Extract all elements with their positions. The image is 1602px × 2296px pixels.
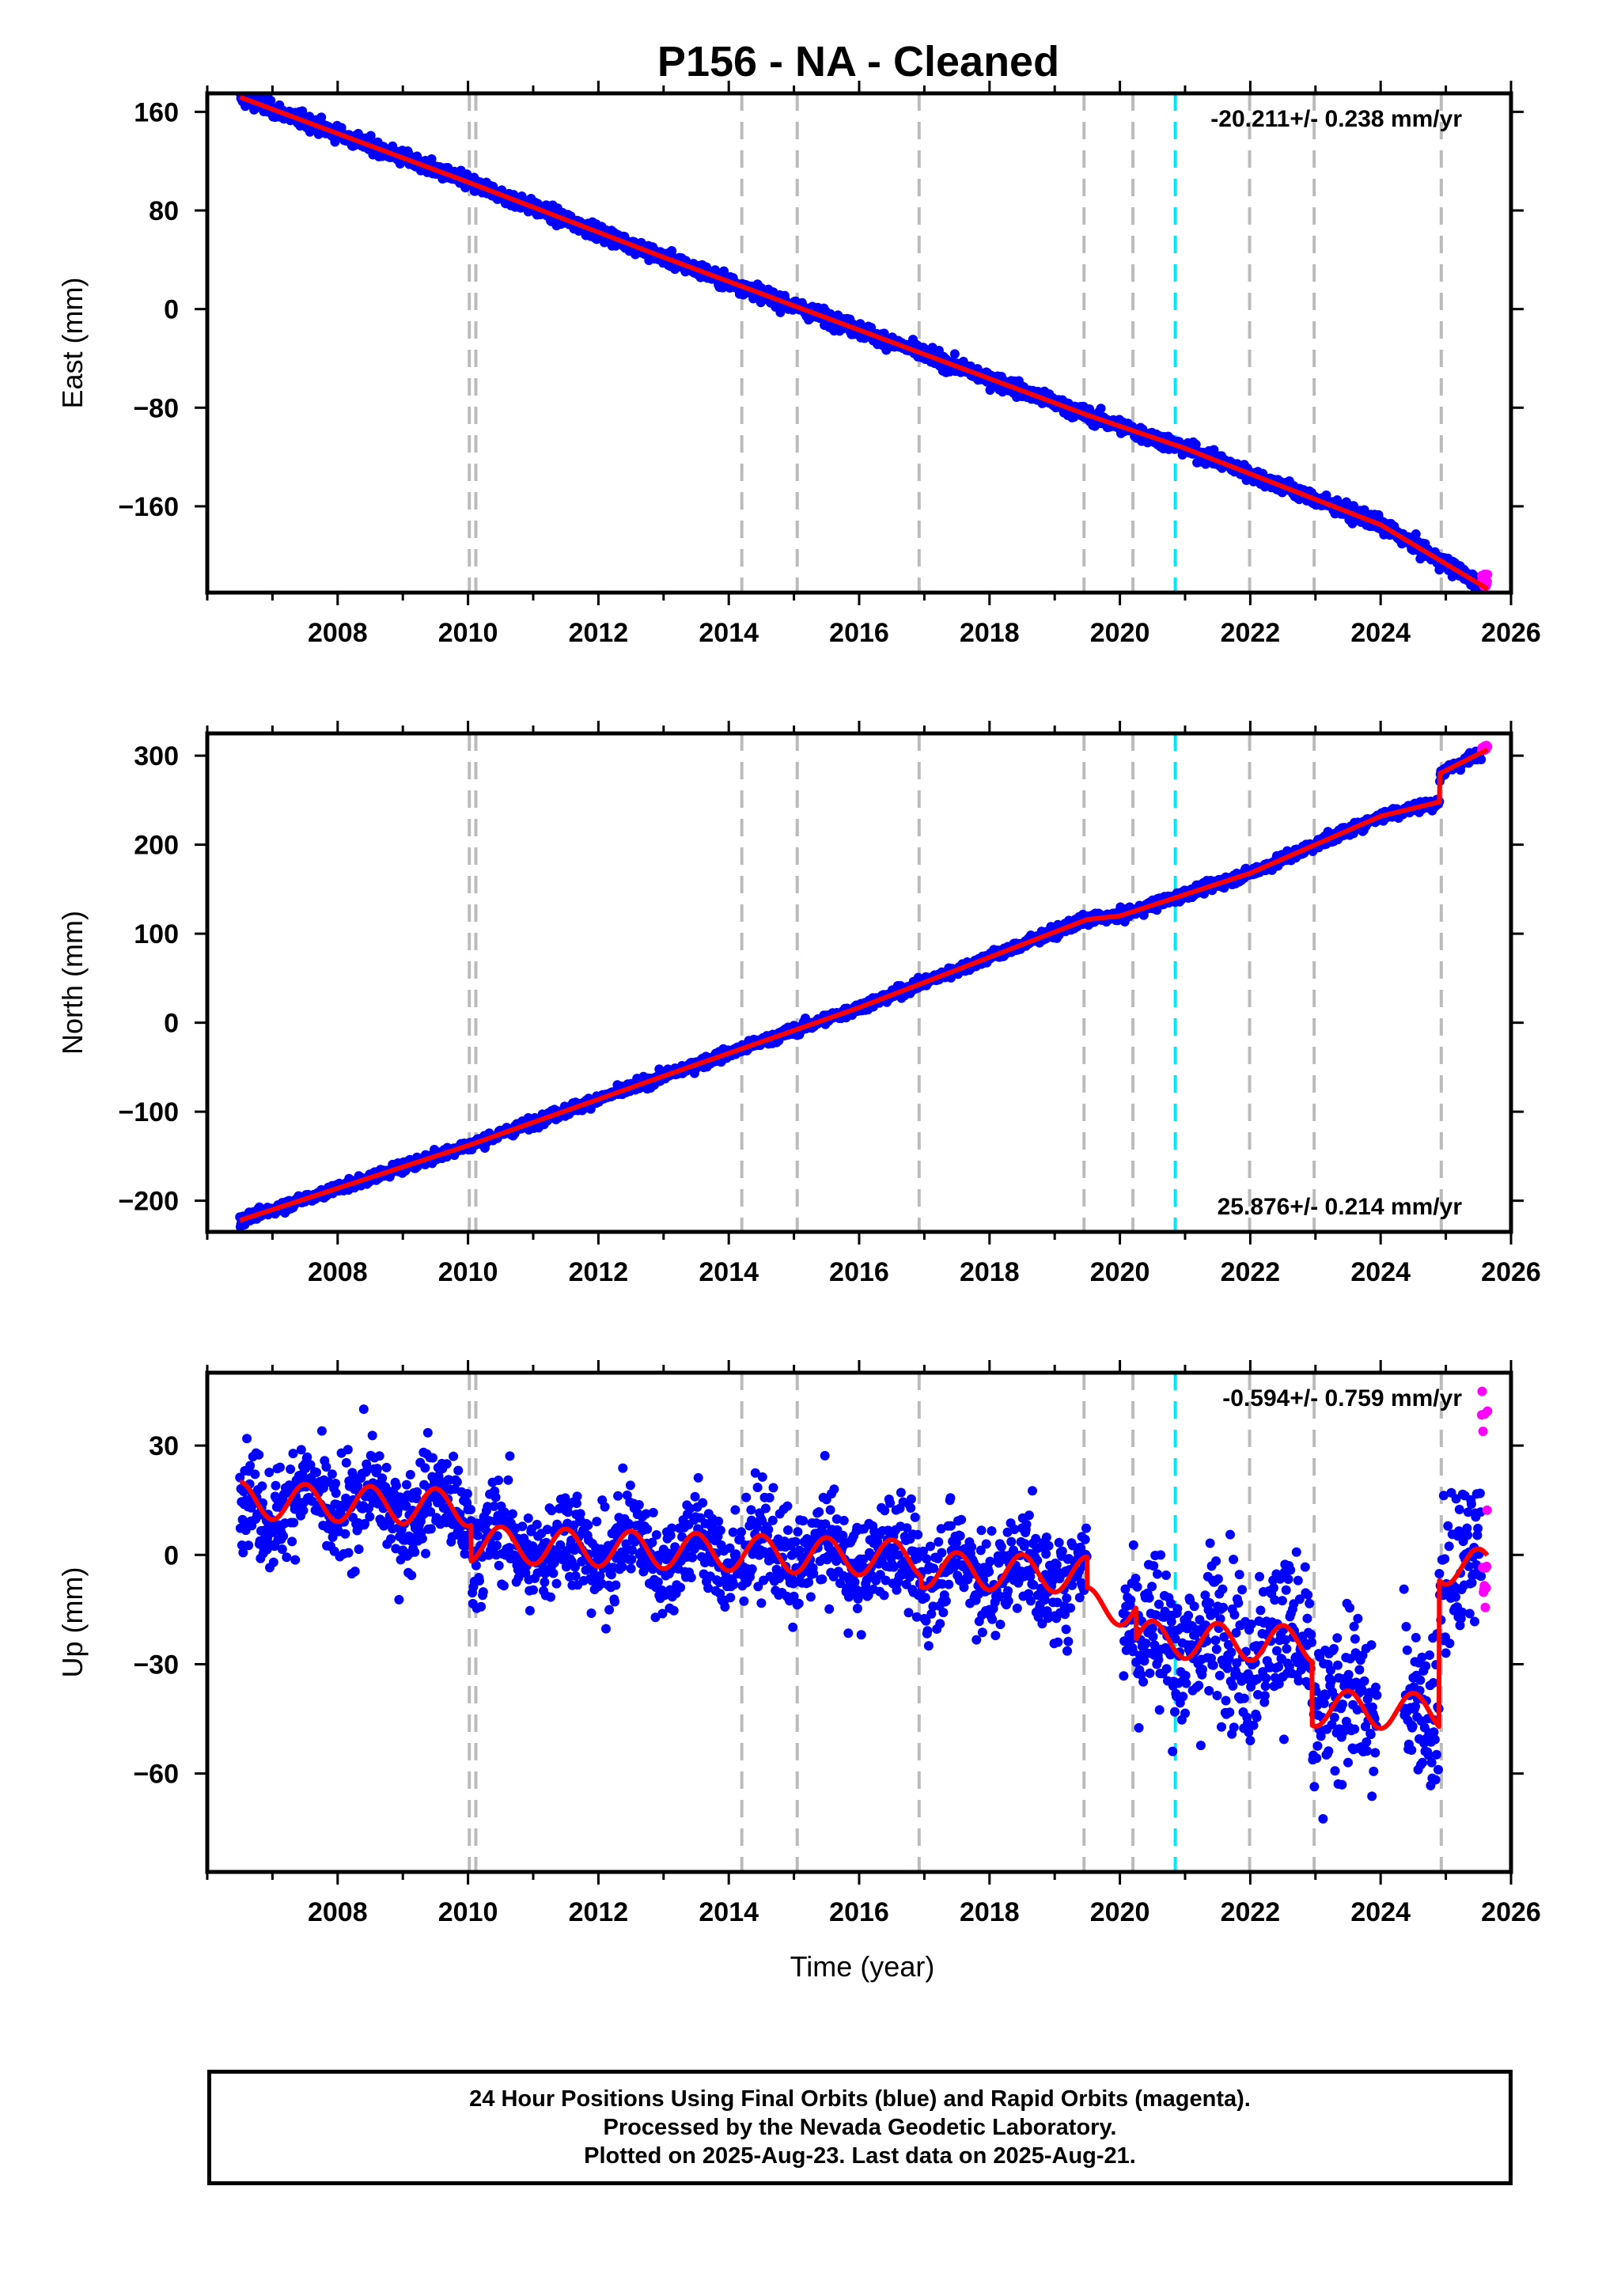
east-y-tick-label: −80 bbox=[133, 393, 179, 423]
east-y-tick-label: −160 bbox=[118, 492, 179, 522]
up-point bbox=[253, 1510, 263, 1521]
east-panel: 2008 2010 2012 2014 2016 2018 2020 2022 2024 2026… bbox=[56, 81, 1541, 648]
east-x-tick-label: 2020 bbox=[1090, 618, 1150, 648]
east-point bbox=[1096, 404, 1106, 414]
east-y-tick-label: 160 bbox=[134, 97, 179, 127]
east-x-tick-label: 2022 bbox=[1221, 618, 1281, 648]
east-point bbox=[426, 154, 437, 164]
east-point bbox=[266, 96, 276, 106]
east-rate-label: -20.211+/- 0.238 mm/yr bbox=[1210, 106, 1462, 132]
up-point bbox=[343, 1548, 354, 1558]
east-point bbox=[949, 349, 960, 359]
north-model-line bbox=[239, 747, 1489, 1223]
north-y-tick-label: 0 bbox=[164, 1009, 179, 1039]
up-point bbox=[289, 1517, 299, 1528]
north-x-tick-label: 2016 bbox=[829, 1257, 889, 1287]
east-point bbox=[1191, 439, 1201, 449]
up-point bbox=[296, 1445, 306, 1455]
north-y-tick-label: −100 bbox=[118, 1097, 179, 1127]
up-point bbox=[271, 1480, 281, 1491]
north-frame bbox=[205, 731, 1513, 1234]
up-point bbox=[282, 1552, 292, 1563]
up-point bbox=[327, 1469, 337, 1480]
up-point bbox=[331, 1488, 341, 1498]
up-panel: 2008 2010 2012 2014 2016 2018 2020 2022 2024 2026… bbox=[56, 1360, 1541, 1927]
east-x-tick-label: 2014 bbox=[699, 618, 759, 648]
east-rapid-point bbox=[1482, 577, 1492, 587]
east-x-tick-label: 2008 bbox=[308, 618, 368, 648]
north-y-tick-label: 200 bbox=[134, 831, 179, 861]
east-x-tick-label: 2010 bbox=[438, 618, 498, 648]
up-point bbox=[278, 1531, 289, 1541]
north-point bbox=[1476, 755, 1486, 764]
east-x-tick-label: 2024 bbox=[1350, 618, 1411, 648]
north-y-axis-label: North (mm) bbox=[56, 911, 89, 1055]
north-plot-area bbox=[235, 733, 1493, 1232]
east-point bbox=[316, 112, 327, 123]
east-x-tick-label: 2016 bbox=[829, 618, 889, 648]
up-point bbox=[239, 1487, 248, 1497]
east-y-axis-label: East (mm) bbox=[56, 278, 89, 409]
east-rapid-point bbox=[1483, 570, 1493, 580]
north-rate-label: 25.876+/- 0.214 mm/yr bbox=[1218, 1194, 1463, 1220]
up-point bbox=[290, 1555, 301, 1565]
east-frame bbox=[205, 91, 1513, 595]
up-point bbox=[288, 1449, 298, 1459]
up-final-orbit-points bbox=[235, 1404, 1486, 1824]
east-x-tick-label: 2012 bbox=[569, 618, 629, 648]
east-plot-area bbox=[235, 93, 1493, 593]
north-x-tick-label: 2018 bbox=[960, 1257, 1020, 1287]
up-point bbox=[343, 1445, 353, 1455]
north-panel: 2008 2010 2012 2014 2016 2018 2020 2022 2024 2026… bbox=[56, 721, 1541, 1287]
up-plot-area bbox=[235, 1373, 1493, 1872]
up-point bbox=[340, 1529, 350, 1539]
east-point bbox=[297, 106, 308, 116]
up-point bbox=[242, 1434, 252, 1444]
north-x-tick-label: 2024 bbox=[1350, 1257, 1411, 1287]
north-y-tick-label: 300 bbox=[134, 741, 179, 771]
up-point bbox=[254, 1449, 264, 1460]
east-x-tick-label: 2026 bbox=[1481, 618, 1541, 648]
up-point bbox=[257, 1481, 267, 1491]
north-y-tick-label: 100 bbox=[134, 919, 179, 949]
north-x-tick-label: 2026 bbox=[1481, 1257, 1541, 1287]
east-y-tick-label: 0 bbox=[164, 295, 179, 325]
north-x-tick-label: 2010 bbox=[438, 1257, 498, 1287]
north-y-tick-label: −200 bbox=[118, 1187, 179, 1217]
north-x-tick-label: 2020 bbox=[1090, 1257, 1150, 1287]
up-point bbox=[238, 1548, 248, 1558]
up-point bbox=[316, 1426, 327, 1436]
up-point bbox=[245, 1461, 256, 1471]
up-point bbox=[331, 1479, 341, 1488]
east-model-line bbox=[239, 94, 1489, 591]
up-point bbox=[268, 1557, 278, 1567]
up-point bbox=[244, 1540, 254, 1551]
north-x-tick-label: 2014 bbox=[699, 1257, 759, 1287]
north-x-tick-label: 2012 bbox=[569, 1257, 629, 1287]
figure-title: P156 - NA - Cleaned bbox=[657, 38, 1059, 85]
east-x-tick-label: 2018 bbox=[960, 618, 1020, 648]
up-point bbox=[341, 1457, 351, 1468]
up-point bbox=[287, 1536, 297, 1547]
east-y-tick-label: 80 bbox=[149, 196, 179, 226]
north-x-tick-label: 2008 bbox=[308, 1257, 368, 1287]
up-point bbox=[275, 1462, 285, 1472]
east-point bbox=[1411, 529, 1421, 539]
up-point bbox=[277, 1544, 287, 1555]
up-point bbox=[312, 1468, 321, 1477]
north-x-tick-label: 2022 bbox=[1221, 1257, 1281, 1287]
up-point bbox=[235, 1472, 245, 1483]
up-point bbox=[250, 1469, 260, 1480]
up-point bbox=[264, 1468, 275, 1477]
up-point bbox=[286, 1464, 296, 1474]
